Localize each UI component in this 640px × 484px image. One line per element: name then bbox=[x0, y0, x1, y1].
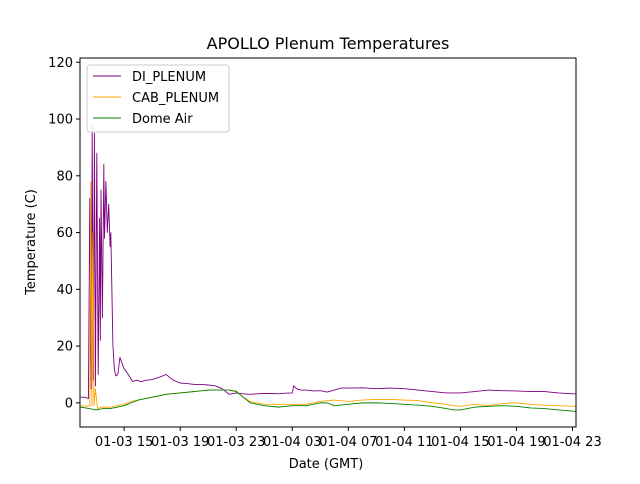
x-tick-label: 01-04 23 bbox=[543, 435, 601, 450]
legend-label-dome-air: Dome Air bbox=[132, 112, 193, 127]
chart-title: APOLLO Plenum Temperatures bbox=[207, 34, 450, 53]
y-tick-label: 60 bbox=[56, 226, 73, 241]
legend-label-cab-plenum: CAB_PLENUM bbox=[132, 91, 219, 106]
series-line-cab-plenum bbox=[80, 181, 576, 409]
x-tick-label: 01-04 03 bbox=[263, 435, 321, 450]
plot-area-frame bbox=[79, 57, 577, 428]
x-tick-label: 01-03 19 bbox=[151, 435, 209, 450]
x-tick-label: 01-04 07 bbox=[319, 435, 377, 450]
y-tick-label: 40 bbox=[56, 283, 73, 298]
x-tick-label: 01-04 11 bbox=[375, 435, 433, 450]
series-layer bbox=[80, 124, 576, 412]
y-axis-label: Temperature (C) bbox=[24, 189, 39, 296]
y-axis: 0 20 40 60 80 100 120 bbox=[48, 56, 80, 411]
x-tick-label: 01-04 19 bbox=[487, 435, 545, 450]
y-tick-label: 120 bbox=[48, 56, 73, 71]
y-tick-label: 80 bbox=[56, 169, 73, 184]
series-line-di-plenum bbox=[80, 124, 576, 400]
x-axis-label: Date (GMT) bbox=[289, 457, 364, 472]
y-tick-label: 20 bbox=[56, 340, 73, 355]
legend-label-di-plenum: DI_PLENUM bbox=[132, 70, 206, 85]
x-tick-label: 01-04 15 bbox=[431, 435, 489, 450]
x-tick-label: 01-03 15 bbox=[95, 435, 153, 450]
y-tick-label: 100 bbox=[48, 113, 73, 128]
legend: DI_PLENUM CAB_PLENUM Dome Air bbox=[86, 64, 230, 133]
legend-box bbox=[86, 64, 230, 133]
y-tick-label: 0 bbox=[65, 396, 73, 411]
series-line-dome-air bbox=[80, 389, 576, 412]
x-tick-label: 01-03 23 bbox=[207, 435, 265, 450]
